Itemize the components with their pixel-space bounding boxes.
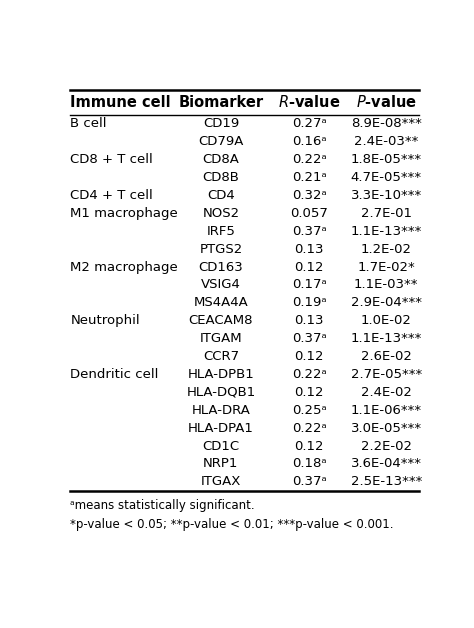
- Text: 8.9E-08***: 8.9E-08***: [351, 117, 422, 131]
- Text: Neutrophil: Neutrophil: [70, 314, 140, 327]
- Text: 1.0E-02: 1.0E-02: [361, 314, 411, 327]
- Text: HLA-DQB1: HLA-DQB1: [186, 386, 255, 399]
- Text: 1.8E-05***: 1.8E-05***: [351, 153, 422, 166]
- Text: 2.4E-03**: 2.4E-03**: [354, 136, 419, 148]
- Text: 0.27ᵃ: 0.27ᵃ: [292, 117, 327, 131]
- Text: CEACAM8: CEACAM8: [189, 314, 253, 327]
- Text: MS4A4A: MS4A4A: [193, 296, 248, 310]
- Text: CD79A: CD79A: [198, 136, 244, 148]
- Text: 0.12: 0.12: [294, 386, 324, 399]
- Text: CD8B: CD8B: [202, 171, 239, 184]
- Text: ᵃmeans statistically significant.: ᵃmeans statistically significant.: [70, 499, 255, 512]
- Text: 1.1E-13***: 1.1E-13***: [350, 225, 422, 238]
- Text: NOS2: NOS2: [202, 207, 239, 220]
- Text: CD19: CD19: [203, 117, 239, 131]
- Text: 2.6E-02: 2.6E-02: [361, 350, 411, 363]
- Text: Biomarker: Biomarker: [178, 95, 264, 110]
- Text: 0.12: 0.12: [294, 350, 324, 363]
- Text: 0.22ᵃ: 0.22ᵃ: [292, 421, 327, 435]
- Text: Immune cell: Immune cell: [70, 95, 171, 110]
- Text: Dendritic cell: Dendritic cell: [70, 368, 159, 381]
- Text: 0.12: 0.12: [294, 440, 324, 453]
- Text: ITGAM: ITGAM: [200, 332, 242, 345]
- Text: 0.22ᵃ: 0.22ᵃ: [292, 368, 327, 381]
- Text: CD1C: CD1C: [202, 440, 239, 453]
- Text: 2.4E-02: 2.4E-02: [361, 386, 411, 399]
- Text: $\mathit{P}$-value: $\mathit{P}$-value: [356, 94, 417, 111]
- Text: 0.37ᵃ: 0.37ᵃ: [292, 332, 327, 345]
- Text: CD8 + T cell: CD8 + T cell: [70, 153, 153, 166]
- Text: CCR7: CCR7: [203, 350, 239, 363]
- Text: 0.19ᵃ: 0.19ᵃ: [292, 296, 327, 310]
- Text: NRP1: NRP1: [203, 457, 238, 470]
- Text: 0.057: 0.057: [290, 207, 328, 220]
- Text: VSIG4: VSIG4: [201, 278, 241, 291]
- Text: 2.7E-01: 2.7E-01: [361, 207, 412, 220]
- Text: HLA-DPB1: HLA-DPB1: [188, 368, 254, 381]
- Text: IRF5: IRF5: [207, 225, 235, 238]
- Text: HLA-DRA: HLA-DRA: [191, 404, 250, 417]
- Text: 1.2E-02: 1.2E-02: [361, 242, 412, 256]
- Text: 2.9E-04***: 2.9E-04***: [351, 296, 422, 310]
- Text: M2 macrophage: M2 macrophage: [70, 261, 178, 274]
- Text: 0.12: 0.12: [294, 261, 324, 274]
- Text: $\mathit{R}$-value: $\mathit{R}$-value: [278, 94, 340, 111]
- Text: 0.13: 0.13: [294, 242, 324, 256]
- Text: 3.3E-10***: 3.3E-10***: [351, 189, 422, 202]
- Text: 1.7E-02*: 1.7E-02*: [357, 261, 415, 274]
- Text: PTGS2: PTGS2: [199, 242, 243, 256]
- Text: *p-value < 0.05; **p-value < 0.01; ***p-value < 0.001.: *p-value < 0.05; **p-value < 0.01; ***p-…: [70, 518, 394, 531]
- Text: 1.1E-03**: 1.1E-03**: [354, 278, 419, 291]
- Text: 3.0E-05***: 3.0E-05***: [351, 421, 422, 435]
- Text: 0.32ᵃ: 0.32ᵃ: [292, 189, 327, 202]
- Text: 2.7E-05***: 2.7E-05***: [351, 368, 422, 381]
- Text: 0.37ᵃ: 0.37ᵃ: [292, 225, 327, 238]
- Text: 0.21ᵃ: 0.21ᵃ: [292, 171, 327, 184]
- Text: 1.1E-06***: 1.1E-06***: [351, 404, 422, 417]
- Text: 1.1E-13***: 1.1E-13***: [350, 332, 422, 345]
- Text: CD8A: CD8A: [202, 153, 239, 166]
- Text: 0.37ᵃ: 0.37ᵃ: [292, 475, 327, 489]
- Text: 3.6E-04***: 3.6E-04***: [351, 457, 422, 470]
- Text: CD163: CD163: [199, 261, 243, 274]
- Text: ITGAX: ITGAX: [201, 475, 241, 489]
- Text: 0.22ᵃ: 0.22ᵃ: [292, 153, 327, 166]
- Text: 0.13: 0.13: [294, 314, 324, 327]
- Text: 4.7E-05***: 4.7E-05***: [351, 171, 422, 184]
- Text: 0.18ᵃ: 0.18ᵃ: [292, 457, 327, 470]
- Text: HLA-DPA1: HLA-DPA1: [188, 421, 254, 435]
- Text: B cell: B cell: [70, 117, 107, 131]
- Text: 0.25ᵃ: 0.25ᵃ: [292, 404, 327, 417]
- Text: 0.16ᵃ: 0.16ᵃ: [292, 136, 327, 148]
- Text: CD4: CD4: [207, 189, 235, 202]
- Text: 0.17ᵃ: 0.17ᵃ: [292, 278, 327, 291]
- Text: 2.5E-13***: 2.5E-13***: [350, 475, 422, 489]
- Text: 2.2E-02: 2.2E-02: [361, 440, 412, 453]
- Text: M1 macrophage: M1 macrophage: [70, 207, 178, 220]
- Text: CD4 + T cell: CD4 + T cell: [70, 189, 153, 202]
